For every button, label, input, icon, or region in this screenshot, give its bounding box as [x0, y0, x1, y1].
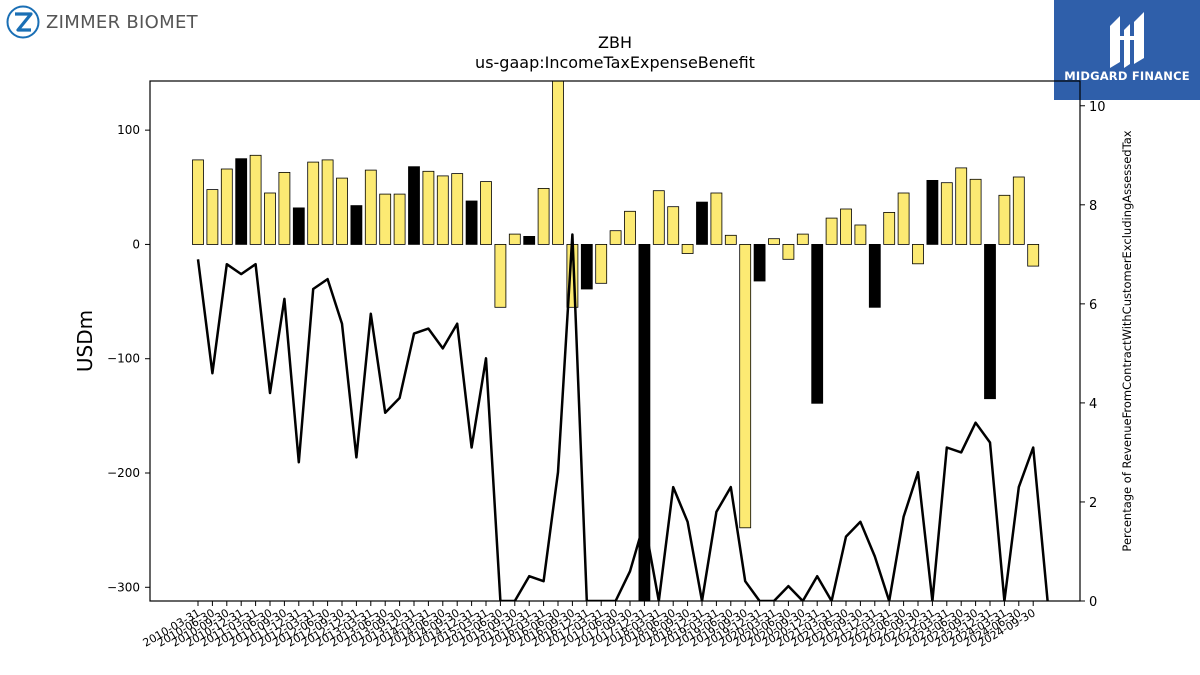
y-tick-label: −200 — [107, 466, 140, 480]
y2-tick-label: 2 — [1089, 496, 1097, 511]
bar — [1012, 176, 1025, 245]
series-group — [192, 81, 1049, 601]
bar-annual — [292, 207, 305, 245]
bar — [192, 159, 204, 245]
bar — [321, 159, 334, 245]
brand-name: MIDGARD FINANCE — [1064, 69, 1190, 83]
bar — [480, 181, 492, 245]
y-tick-label: −100 — [107, 352, 140, 366]
y-axis-label: USDm — [73, 310, 97, 372]
bar — [609, 230, 622, 245]
bar — [998, 194, 1011, 245]
bar — [854, 224, 867, 245]
bar — [624, 210, 636, 245]
bar — [782, 243, 795, 260]
y-tick-label: −300 — [107, 580, 140, 594]
chart-title: ZBH — [598, 33, 632, 52]
midgard-m-logo-icon — [1110, 12, 1144, 68]
bar — [307, 161, 320, 245]
plot-area: 1000−100−200−30002468102010-03-312010-06… — [107, 80, 1106, 650]
bar — [840, 208, 852, 245]
bar — [393, 193, 406, 245]
bar — [436, 175, 449, 245]
bar — [897, 192, 910, 245]
bar — [508, 233, 521, 245]
bar-annual — [926, 179, 939, 245]
y2-tick-label: 8 — [1089, 199, 1097, 214]
plot-frame — [149, 80, 1081, 602]
company-logo: ZIMMER BIOMET — [6, 5, 198, 39]
bar-annual — [868, 243, 881, 308]
bar — [912, 243, 924, 265]
y-tick-label: 100 — [117, 123, 140, 137]
bar — [278, 171, 291, 245]
y2-tick-label: 4 — [1089, 397, 1097, 412]
bar-annual — [638, 243, 651, 601]
bar — [796, 233, 809, 245]
bar — [940, 182, 953, 245]
bar — [739, 243, 752, 529]
bar — [494, 243, 507, 308]
bar — [652, 190, 665, 245]
bar — [1027, 243, 1040, 267]
bar — [710, 192, 723, 245]
bar — [264, 192, 276, 245]
bar — [552, 81, 564, 245]
bar — [249, 154, 262, 245]
bar — [955, 167, 968, 245]
percent-line — [196, 233, 1049, 601]
zimmer-biomet-z-logo-icon — [6, 5, 40, 39]
bar — [595, 243, 608, 284]
bar-annual — [523, 235, 536, 245]
bar — [768, 238, 780, 245]
y2-tick-label: 0 — [1089, 595, 1097, 610]
bar-annual — [753, 243, 766, 282]
bar — [724, 234, 737, 245]
bar — [451, 173, 464, 245]
bar-annual — [350, 205, 363, 245]
secondary-y-axis-label: Percentage of RevenueFromContractWithCus… — [1120, 130, 1134, 551]
bar-annual — [696, 201, 708, 245]
bar-annual — [235, 158, 248, 245]
y2-tick-label: 6 — [1089, 298, 1097, 313]
bar — [220, 168, 233, 245]
bar-annual — [465, 200, 478, 245]
bar — [336, 177, 348, 245]
chart-subtitle: us-gaap:IncomeTaxExpenseBenefit — [475, 53, 755, 72]
y-tick-label: 0 — [132, 237, 140, 251]
bar — [422, 170, 435, 245]
bar — [537, 187, 550, 245]
bar-annual — [580, 243, 593, 290]
bar — [364, 169, 377, 245]
bar — [969, 178, 982, 245]
bar — [825, 217, 838, 245]
bar — [681, 243, 694, 254]
company-name: ZIMMER BIOMET — [46, 11, 198, 33]
bar-annual — [811, 243, 824, 404]
bar-annual — [984, 243, 996, 400]
bar — [883, 211, 896, 245]
y2-tick-label: 10 — [1089, 100, 1106, 115]
bar — [379, 193, 392, 245]
midgard-finance-badge: MIDGARD FINANCE — [1054, 0, 1200, 100]
bar — [667, 206, 680, 245]
bar-annual — [408, 166, 420, 245]
bar — [206, 189, 219, 245]
